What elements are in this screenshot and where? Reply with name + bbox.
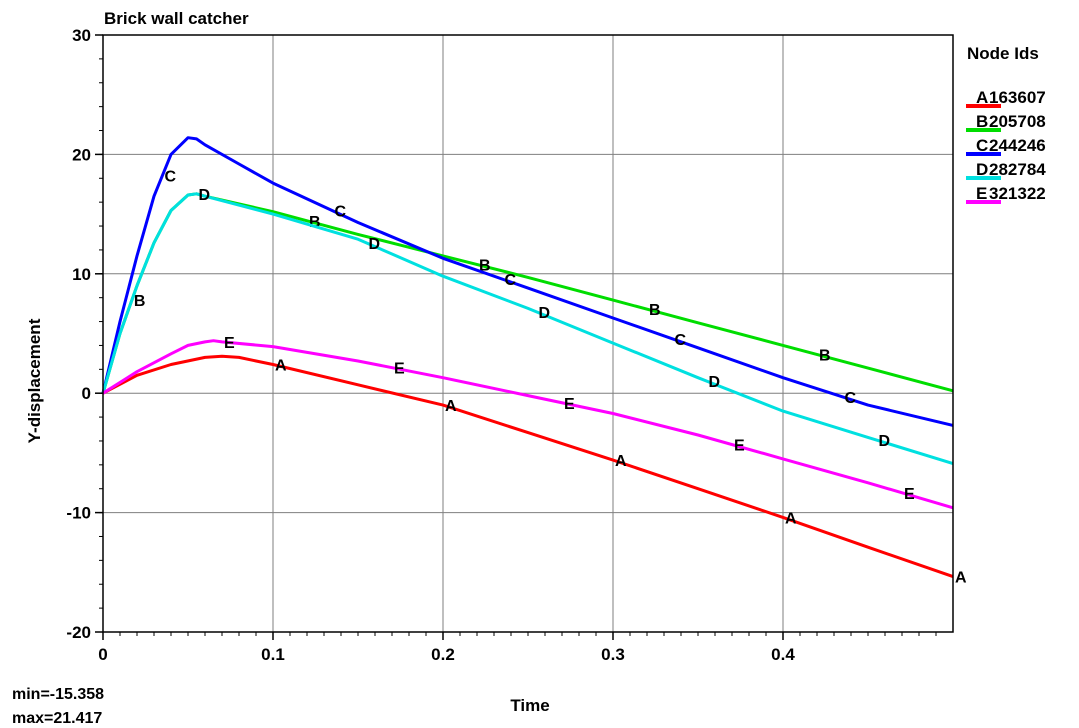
legend-item-E: E 321322: [966, 184, 1046, 204]
ticks: 0 0.1 0.2 0.3 0.4 30 20 10 0 -10 -20: [66, 26, 937, 664]
series-marker-label: C: [505, 272, 517, 289]
y-tick-label: 30: [72, 26, 91, 45]
series-marker-label: D: [879, 433, 891, 450]
series-marker-label: E: [564, 396, 575, 413]
series-marker-label: E: [224, 335, 235, 352]
series-line: [101, 136, 954, 427]
min-value: min=-15.358: [12, 686, 104, 703]
series-marker-label: B: [479, 257, 491, 274]
y-tick-label: 10: [72, 265, 91, 284]
series-marker-label: A: [785, 510, 797, 527]
series-marker-label: C: [845, 390, 857, 407]
grid: [102, 34, 953, 633]
series-marker-label: B: [309, 214, 321, 231]
series-C: C C C C C: [101, 136, 954, 427]
series-marker-label: C: [165, 168, 177, 185]
legend-marker: E: [976, 184, 987, 203]
legend-title: Node Ids: [967, 44, 1039, 63]
series-B: B B B B B: [101, 192, 954, 394]
legend-marker: B: [976, 112, 988, 131]
series-marker-label: B: [134, 293, 146, 310]
y-tick-label: 0: [82, 384, 91, 403]
series-line: [101, 192, 954, 466]
legend-marker: D: [976, 160, 988, 179]
series-marker-label: A: [615, 453, 627, 470]
y-tick-label: -10: [66, 504, 91, 523]
series-marker-label: E: [734, 438, 745, 455]
legend-label: 163607: [989, 88, 1046, 107]
legend-label: 205708: [989, 112, 1046, 131]
series-marker-label: A: [275, 358, 287, 375]
x-tick-label: 0.3: [601, 645, 625, 664]
chart-title: Brick wall catcher: [104, 9, 249, 28]
legend-item-A: A 163607: [966, 88, 1046, 108]
x-axis-label: Time: [510, 696, 549, 715]
legend-marker: C: [976, 136, 988, 155]
series-line: [102, 354, 954, 579]
x-tick-label: 0.2: [431, 645, 455, 664]
series-A: A A A A A: [102, 354, 967, 587]
legend-label: 244246: [989, 136, 1046, 155]
series-marker-label: E: [904, 486, 915, 503]
series-marker-label: B: [649, 302, 661, 319]
series-marker-label: B: [819, 348, 831, 365]
y-tick-label: -20: [66, 623, 91, 642]
legend-item-B: B 205708: [966, 112, 1046, 132]
series-D: D D D D D: [101, 187, 954, 466]
max-value: max=21.417: [12, 710, 102, 727]
series-marker-label: C: [675, 332, 687, 349]
series-marker-label: C: [335, 204, 347, 221]
legend-item-D: D 282784: [966, 160, 1046, 180]
x-tick-label: 0.4: [771, 645, 795, 664]
series-marker-label: D: [709, 374, 721, 391]
series-marker-label: D: [199, 187, 211, 204]
legend-item-C: C 244246: [966, 136, 1046, 156]
y-axis-label: Y-displacement: [25, 318, 44, 443]
legend-label: 282784: [989, 160, 1046, 179]
series-E: E E E E E: [102, 335, 954, 510]
x-tick-label: 0.1: [261, 645, 285, 664]
series-marker-label: D: [369, 236, 381, 253]
series-marker-label: A: [955, 570, 967, 587]
series-line: [102, 339, 954, 510]
legend-marker: A: [976, 88, 988, 107]
y-tick-label: 20: [72, 145, 91, 164]
series-marker-label: D: [539, 305, 551, 322]
series-marker-label: E: [394, 361, 405, 378]
series-marker-label: A: [445, 398, 457, 415]
x-tick-label: 0: [98, 645, 107, 664]
legend-label: 321322: [989, 184, 1046, 203]
plot-frame: [102, 34, 954, 633]
